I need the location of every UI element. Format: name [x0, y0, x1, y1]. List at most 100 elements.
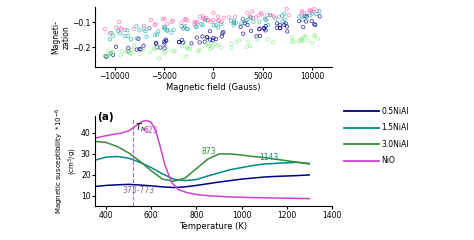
Point — [266, 13, 274, 17]
Point — [183, 27, 191, 31]
Point — [140, 27, 148, 31]
Point — [273, 21, 281, 25]
Point — [218, 20, 226, 24]
Point — [214, 15, 222, 19]
Point — [124, 34, 132, 38]
Point — [230, 23, 237, 27]
Point — [239, 32, 247, 36]
Text: 1143: 1143 — [259, 153, 278, 162]
Point — [154, 33, 161, 36]
Point — [248, 10, 256, 13]
Point — [230, 21, 238, 25]
Point — [151, 23, 158, 27]
Point — [161, 47, 168, 50]
Point — [117, 31, 124, 35]
Point — [162, 38, 170, 42]
Point — [252, 15, 260, 19]
Point — [133, 24, 140, 28]
Point — [202, 16, 210, 20]
Text: (a): (a) — [97, 112, 114, 122]
Point — [207, 38, 214, 42]
Point — [255, 27, 263, 31]
Point — [178, 44, 186, 48]
Point — [178, 21, 185, 25]
Point — [181, 25, 188, 29]
Point — [188, 42, 195, 45]
Point — [209, 38, 217, 42]
Point — [299, 37, 306, 41]
Point — [220, 16, 228, 20]
Point — [212, 42, 220, 46]
Point — [215, 19, 222, 23]
Point — [297, 38, 305, 42]
Point — [244, 23, 251, 27]
Point — [309, 41, 316, 45]
Point — [311, 33, 319, 37]
Point — [146, 26, 153, 30]
Point — [215, 18, 222, 22]
Point — [106, 31, 114, 35]
Point — [170, 28, 177, 32]
Point — [114, 29, 122, 33]
Point — [201, 40, 209, 44]
Point — [191, 24, 199, 28]
Point — [126, 52, 134, 55]
Point — [239, 17, 246, 21]
Point — [218, 45, 225, 49]
Point — [160, 25, 167, 29]
Point — [108, 50, 115, 54]
Point — [283, 24, 291, 28]
Point — [108, 31, 115, 35]
Point — [202, 42, 210, 46]
Point — [140, 24, 148, 28]
Point — [295, 14, 303, 18]
Point — [109, 53, 117, 57]
Point — [140, 48, 147, 52]
Point — [313, 9, 321, 13]
Point — [181, 41, 189, 44]
Point — [170, 49, 177, 53]
Point — [309, 9, 316, 13]
Point — [208, 20, 215, 24]
Point — [212, 23, 220, 27]
Point — [125, 50, 132, 54]
Point — [193, 36, 201, 40]
Point — [290, 40, 297, 44]
Point — [303, 11, 311, 15]
Point — [168, 30, 175, 34]
Point — [314, 37, 322, 41]
Point — [239, 17, 247, 21]
Point — [244, 40, 252, 44]
Point — [250, 20, 257, 24]
Point — [143, 35, 150, 38]
Point — [247, 16, 255, 19]
Point — [237, 25, 245, 29]
Point — [129, 48, 137, 52]
Point — [253, 34, 260, 38]
Point — [118, 28, 125, 31]
Point — [316, 9, 323, 13]
Point — [264, 23, 272, 27]
Point — [181, 24, 189, 28]
Point — [262, 24, 269, 28]
Point — [130, 27, 137, 31]
Point — [219, 31, 226, 35]
Point — [276, 26, 284, 30]
Point — [281, 12, 288, 16]
Point — [150, 46, 158, 50]
Text: 373-773: 373-773 — [123, 186, 155, 195]
Point — [107, 52, 115, 55]
Point — [243, 45, 250, 49]
Point — [196, 48, 203, 52]
Point — [302, 20, 310, 24]
Point — [254, 37, 261, 41]
Point — [191, 22, 198, 26]
Text: 3.0NiAl: 3.0NiAl — [382, 140, 409, 149]
Point — [256, 34, 264, 38]
Point — [154, 45, 161, 49]
Point — [299, 39, 306, 43]
Point — [299, 18, 306, 22]
Point — [185, 46, 193, 50]
Point — [154, 45, 161, 49]
Point — [309, 12, 316, 15]
